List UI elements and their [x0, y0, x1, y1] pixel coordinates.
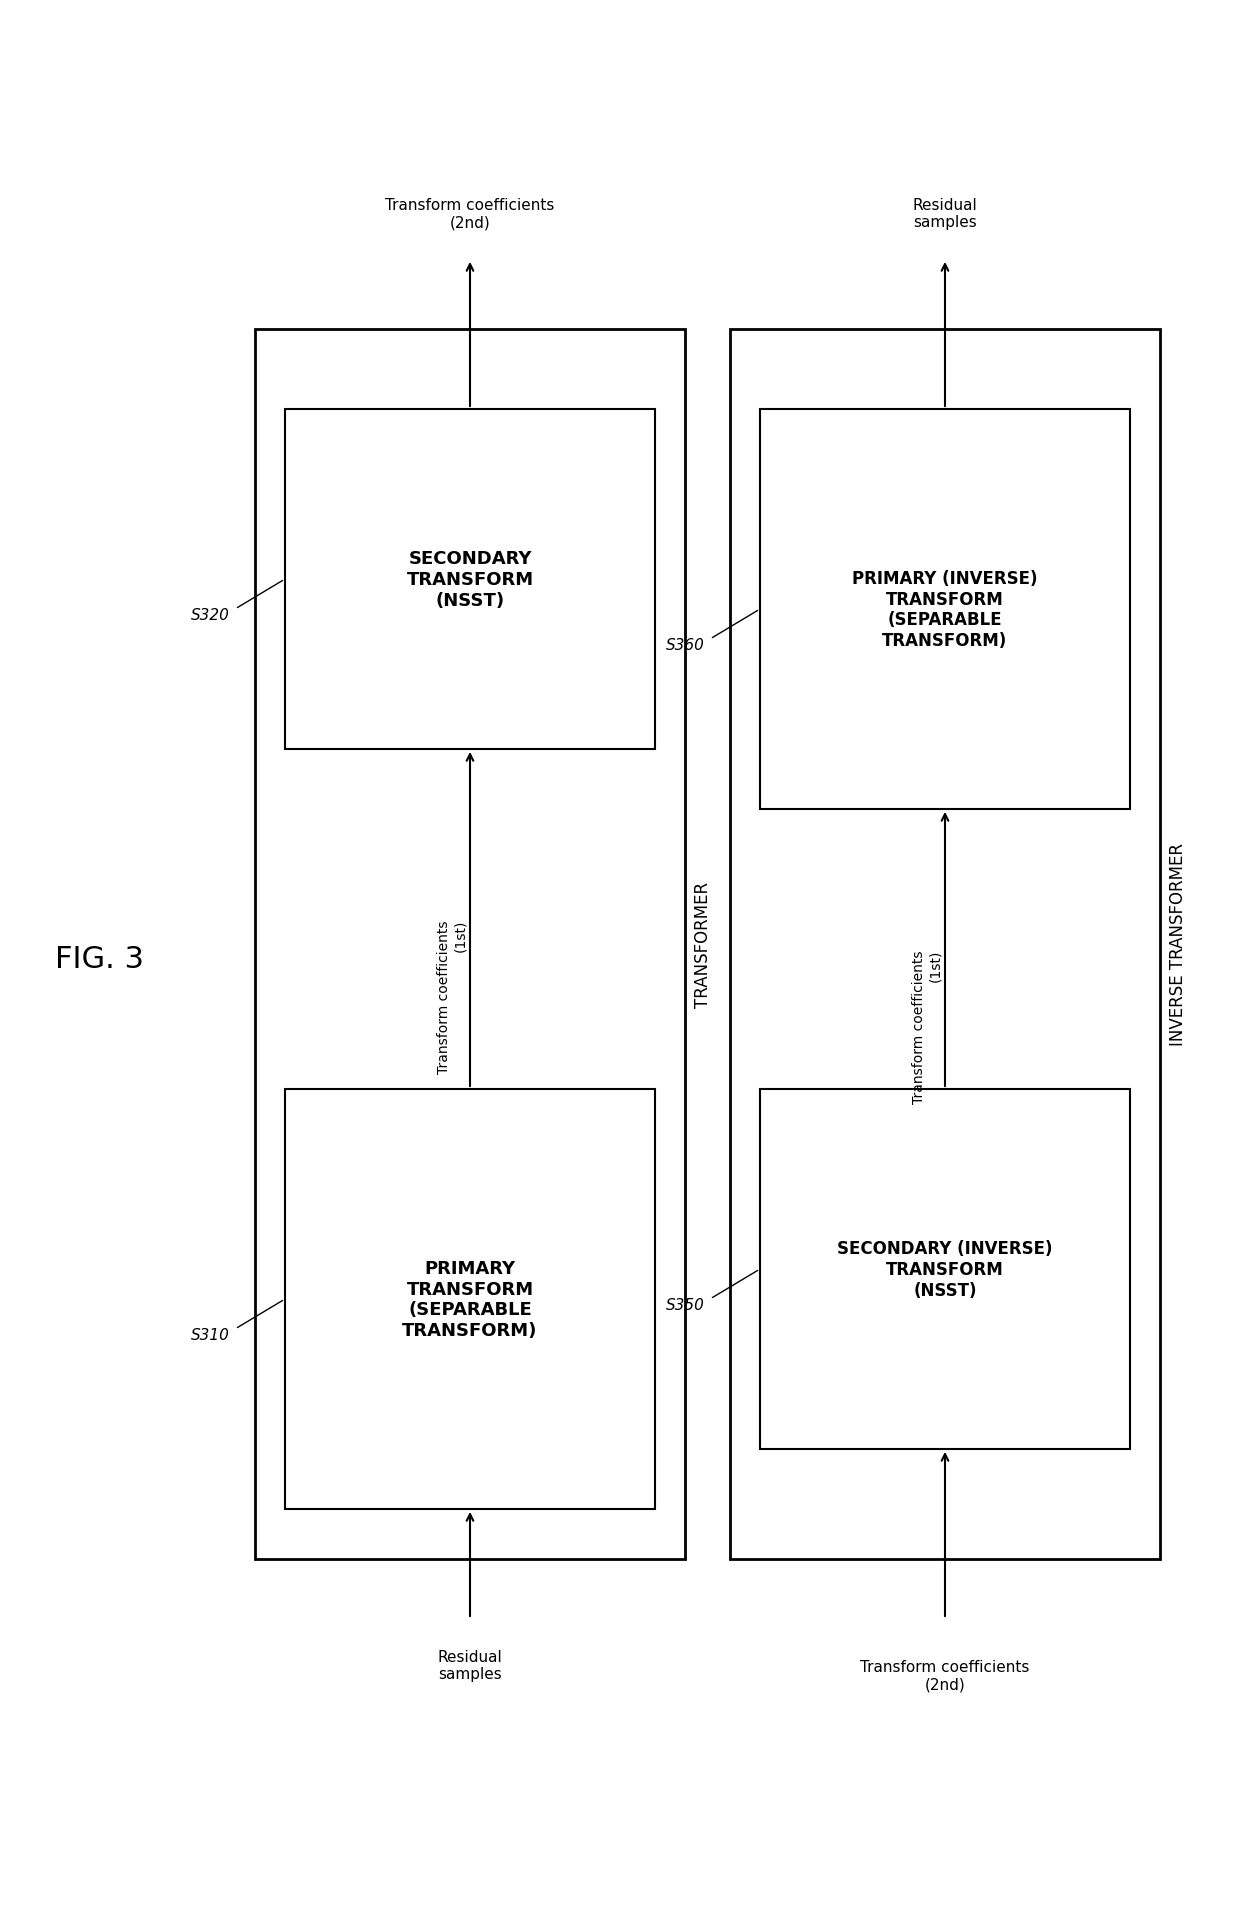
- Text: FIG. 3: FIG. 3: [55, 946, 144, 975]
- Bar: [730, 330, 1159, 1559]
- Text: INVERSE TRANSFORMER: INVERSE TRANSFORMER: [1169, 843, 1187, 1046]
- Text: S320: S320: [191, 608, 229, 621]
- Text: SECONDARY (INVERSE)
TRANSFORM
(NSST): SECONDARY (INVERSE) TRANSFORM (NSST): [837, 1239, 1053, 1299]
- Text: Residual
samples: Residual samples: [913, 197, 977, 230]
- Text: PRIMARY (INVERSE)
TRANSFORM
(SEPARABLE
TRANSFORM): PRIMARY (INVERSE) TRANSFORM (SEPARABLE T…: [852, 569, 1038, 650]
- Text: SECONDARY
TRANSFORM
(NSST): SECONDARY TRANSFORM (NSST): [407, 550, 533, 610]
- Text: S360: S360: [666, 637, 706, 652]
- Text: Transform coefficients
(1st): Transform coefficients (1st): [911, 950, 942, 1102]
- Bar: [255, 330, 684, 1559]
- Text: TRANSFORMER: TRANSFORMER: [694, 882, 712, 1007]
- Bar: [760, 409, 1130, 809]
- Bar: [760, 1089, 1130, 1449]
- Bar: [285, 409, 655, 749]
- Text: Transform coefficients
(2nd): Transform coefficients (2nd): [861, 1660, 1029, 1691]
- Text: Transform coefficients
(1st): Transform coefficients (1st): [436, 919, 467, 1073]
- Text: Residual
samples: Residual samples: [438, 1648, 502, 1681]
- Text: S350: S350: [666, 1297, 706, 1312]
- Bar: [285, 1089, 655, 1509]
- Text: PRIMARY
TRANSFORM
(SEPARABLE
TRANSFORM): PRIMARY TRANSFORM (SEPARABLE TRANSFORM): [402, 1258, 538, 1339]
- Text: S310: S310: [191, 1326, 229, 1341]
- Text: Transform coefficients
(2nd): Transform coefficients (2nd): [386, 197, 554, 230]
